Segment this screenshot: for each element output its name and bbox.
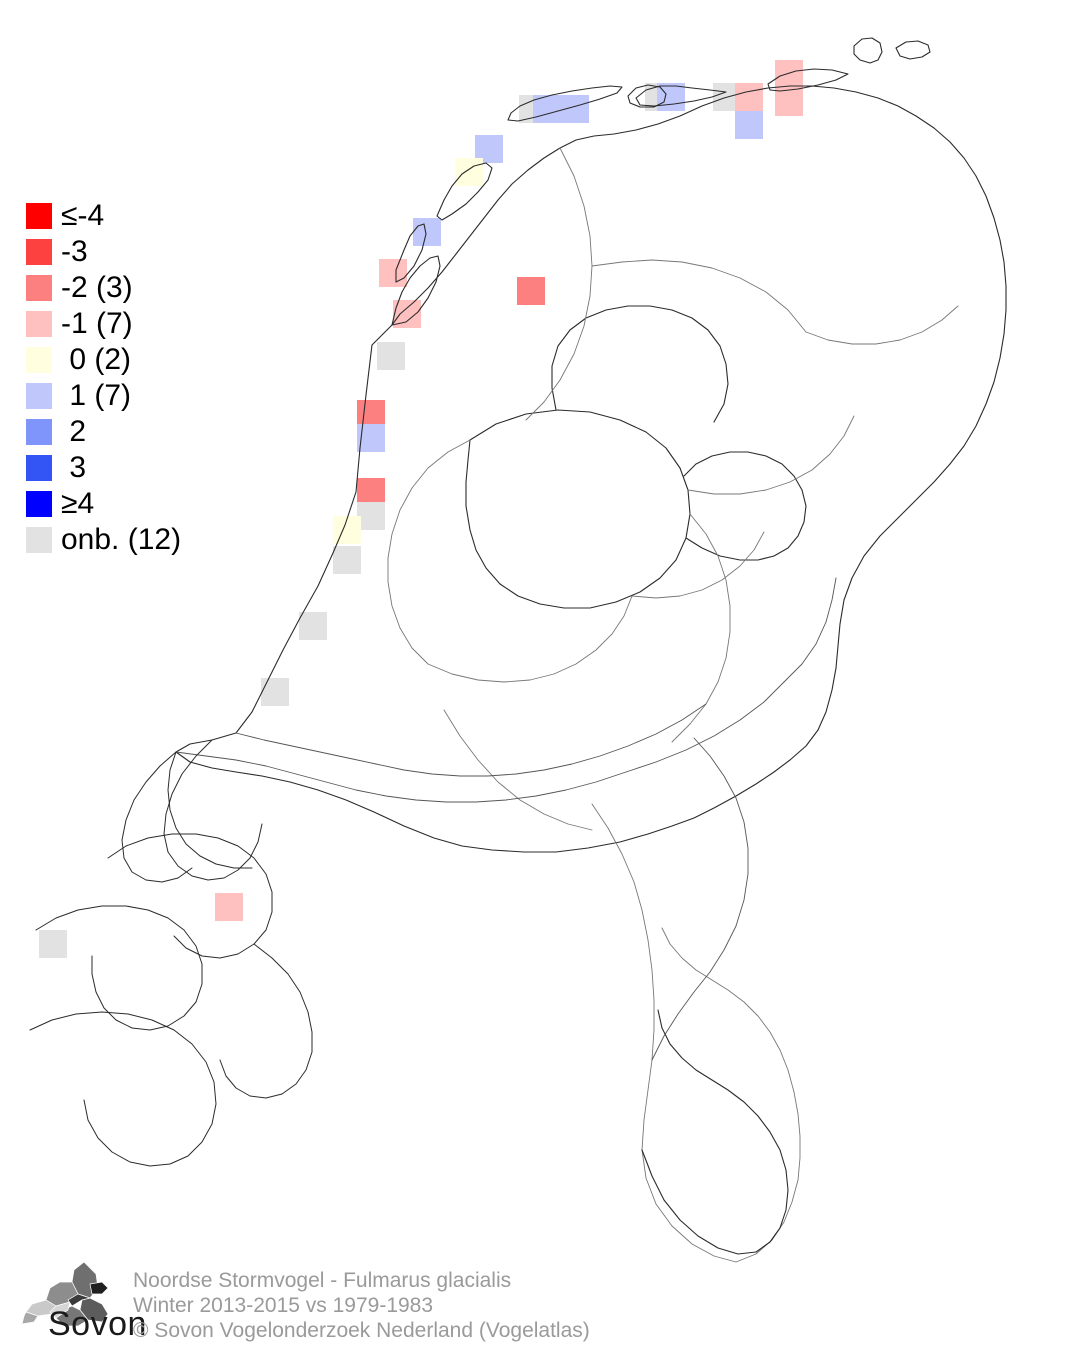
legend-label-p3: 3 xyxy=(61,451,87,484)
legend-row-le-4[interactable]: ≤-4 xyxy=(26,198,181,234)
legend-row-m1[interactable]: -1 (7) xyxy=(26,306,181,342)
legend: ≤-4 -3 -2 (3) -1 (7) 0 (2) 1 (7) 2 3 ≥4 onb. … xyxy=(26,198,181,558)
sovon-swallow-logo: Sovon xyxy=(21,1254,146,1343)
legend-row-onb[interactable]: onb. (12) xyxy=(26,522,181,558)
map-cell-m1[interactable] xyxy=(775,88,803,116)
map-cell-onb[interactable] xyxy=(261,678,289,706)
map-cell-z0[interactable] xyxy=(455,158,483,186)
map-cell-p1[interactable] xyxy=(413,218,441,246)
map-cell-m2[interactable] xyxy=(517,277,545,305)
legend-swatch-m2 xyxy=(26,275,52,301)
map-cell-onb[interactable] xyxy=(333,546,361,574)
legend-row-ge4[interactable]: ≥4 xyxy=(26,486,181,522)
caption-period: Winter 2013-2015 vs 1979-1983 xyxy=(133,1294,434,1317)
legend-swatch-m1 xyxy=(26,311,52,337)
legend-label-p1: 1 (7) xyxy=(61,379,132,412)
legend-swatch-z0 xyxy=(26,347,52,373)
legend-swatch-ge4 xyxy=(26,491,52,517)
legend-row-p2[interactable]: 2 xyxy=(26,414,181,450)
legend-swatch-p1 xyxy=(26,383,52,409)
legend-label-ge4: ≥4 xyxy=(61,487,95,520)
legend-swatch-le-4 xyxy=(26,203,52,229)
map-cell-onb[interactable] xyxy=(39,930,67,958)
map-cell-p1[interactable] xyxy=(735,111,763,139)
caption-copyright: © Sovon Vogelonderzoek Nederland (Vogela… xyxy=(133,1319,590,1342)
sovon-wordmark: Sovon xyxy=(48,1305,147,1343)
legend-swatch-m3 xyxy=(26,239,52,265)
legend-swatch-p2 xyxy=(26,419,52,445)
map-outline-layer xyxy=(29,37,1007,1263)
map-cell-m1[interactable] xyxy=(379,259,407,287)
map-cell-onb[interactable] xyxy=(357,502,385,530)
map-cell-onb[interactable] xyxy=(299,612,327,640)
map-cell-m2[interactable] xyxy=(357,400,385,428)
map-cell-onb[interactable] xyxy=(377,342,405,370)
map-caption: Noordse Stormvogel - Fulmarus glacialis … xyxy=(133,1268,590,1343)
caption-species: Noordse Stormvogel - Fulmarus glacialis xyxy=(133,1269,512,1292)
legend-label-z0: 0 (2) xyxy=(61,343,132,376)
swallow-icon xyxy=(21,1261,109,1327)
footer: Sovon Noordse Stormvogel - Fulmarus glac… xyxy=(0,1252,1074,1343)
map-cell-p1[interactable] xyxy=(657,83,685,111)
legend-row-m3[interactable]: -3 xyxy=(26,234,181,270)
grid-cell-layer xyxy=(39,60,803,958)
legend-swatch-p3 xyxy=(26,455,52,481)
legend-label-m2: -2 (3) xyxy=(61,271,133,304)
legend-label-onb: onb. (12) xyxy=(61,523,182,556)
legend-row-p1[interactable]: 1 (7) xyxy=(26,378,181,414)
map-cell-p1[interactable] xyxy=(533,95,561,123)
map-cell-m1[interactable] xyxy=(775,60,803,88)
legend-row-p3[interactable]: 3 xyxy=(26,450,181,486)
map-cell-m2[interactable] xyxy=(357,478,385,506)
legend-label-p2: 2 xyxy=(61,415,87,448)
legend-label-le-4: ≤-4 xyxy=(61,199,105,232)
map-cell-m1[interactable] xyxy=(215,893,243,921)
map-cell-m1[interactable] xyxy=(735,83,763,111)
legend-swatch-onb xyxy=(26,527,52,553)
legend-row-z0[interactable]: 0 (2) xyxy=(26,342,181,378)
legend-label-m1: -1 (7) xyxy=(61,307,133,340)
legend-label-m3: -3 xyxy=(61,235,88,268)
legend-row-m2[interactable]: -2 (3) xyxy=(26,270,181,306)
